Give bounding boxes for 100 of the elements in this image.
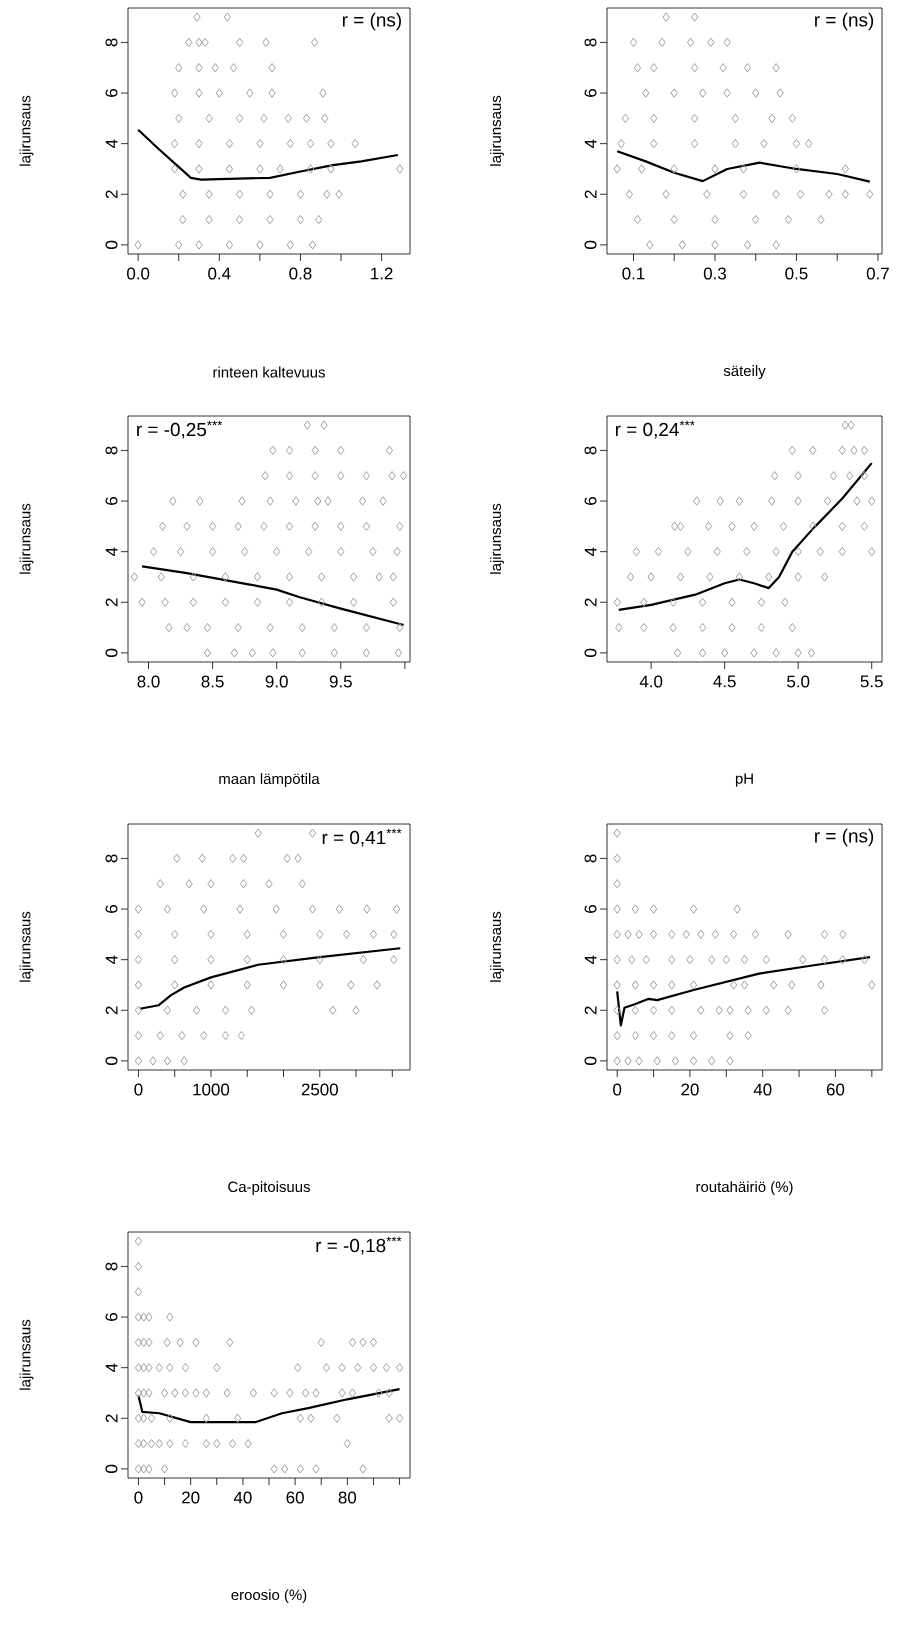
y-tick-label: 2 <box>105 190 118 199</box>
y-tick-label: 0 <box>584 1056 597 1065</box>
point <box>707 37 715 48</box>
point <box>617 138 625 149</box>
point <box>690 113 699 124</box>
y-tick-label: 0 <box>105 240 118 249</box>
x-axis-title: pH <box>735 773 753 787</box>
point <box>699 88 707 98</box>
line-series <box>137 1388 401 1424</box>
x-axis-title: rinteen kaltevuus <box>213 366 325 378</box>
point <box>719 63 727 73</box>
point <box>776 88 784 98</box>
y-tick-label: 6 <box>105 89 118 97</box>
x-tick-label: 60 <box>826 1083 845 1096</box>
y-tick-label: 2 <box>105 1006 118 1015</box>
point <box>670 88 678 98</box>
point <box>678 240 687 250</box>
line-series <box>617 461 873 611</box>
y-axis-title: lajirunsaus <box>490 95 504 166</box>
point <box>642 88 650 98</box>
x-tick-label: 20 <box>681 1083 699 1096</box>
x-tick-label: 0.5 <box>785 267 808 280</box>
y-tick-label: 4 <box>584 547 597 556</box>
point <box>690 12 699 22</box>
point <box>629 37 638 48</box>
annotation: r = (ns) <box>815 828 874 847</box>
annotation: r = 0,41$^{***}$ <box>322 828 402 847</box>
x-tick-label: 4.0 <box>639 675 663 688</box>
point <box>792 138 801 149</box>
point <box>723 88 731 98</box>
line-series <box>141 565 405 627</box>
point <box>752 214 760 225</box>
y-tick-label: 6 <box>584 497 597 505</box>
y-tick-label: 8 <box>105 446 118 455</box>
y-tick-label: 2 <box>584 1006 597 1015</box>
point <box>686 37 695 48</box>
x-tick-label: 0.3 <box>703 267 726 280</box>
point <box>866 189 874 199</box>
x-axis-title: Ca-pitoisuus <box>228 1181 310 1196</box>
x-tick-label: 2500 <box>301 1083 338 1096</box>
x-tick-label: 1000 <box>193 1083 230 1096</box>
point <box>613 164 621 174</box>
point <box>784 214 792 225</box>
y-axis-title: lajirunsaus <box>19 1319 34 1390</box>
x-tick-label: 60 <box>286 1491 304 1504</box>
y-axis-title: lajirunsaus <box>19 911 34 982</box>
point <box>670 214 678 225</box>
point <box>768 113 776 124</box>
x-tick-label: 0.1 <box>622 267 645 280</box>
line-series <box>616 956 872 1027</box>
point <box>621 113 629 124</box>
point <box>646 240 654 250</box>
point <box>625 189 634 199</box>
annotation: r = 0,24$^{***}$ <box>615 420 695 439</box>
x-axis-title: eroosio (%) <box>231 1589 307 1604</box>
y-tick-label: 2 <box>105 1414 118 1423</box>
x-tick-label: 0.4 <box>208 267 231 280</box>
y-tick-label: 4 <box>584 955 597 964</box>
y-tick-label: 6 <box>584 905 597 913</box>
y-tick-label: 6 <box>105 1313 118 1321</box>
point <box>841 189 849 199</box>
x-tick-label: 0.0 <box>127 267 150 280</box>
y-tick-label: 2 <box>584 598 597 607</box>
point <box>650 113 658 124</box>
line-series <box>616 150 871 183</box>
point <box>796 189 805 199</box>
y-axis-title: lajirunsaus <box>490 911 504 982</box>
point <box>633 63 642 73</box>
y-tick-label: 4 <box>105 955 118 964</box>
point <box>817 214 825 225</box>
y-tick-label: 4 <box>105 1363 118 1372</box>
y-tick-label: 8 <box>584 446 597 455</box>
point <box>825 189 833 199</box>
x-tick-label: 8.0 <box>137 675 160 688</box>
point <box>731 113 739 124</box>
point <box>670 164 678 174</box>
y-tick-label: 6 <box>105 497 118 505</box>
y-tick-label: 0 <box>105 1464 118 1473</box>
point <box>841 164 849 174</box>
y-axis-title: lajirunsaus <box>490 503 504 574</box>
point <box>743 240 752 250</box>
y-tick-label: 8 <box>105 38 118 47</box>
point <box>650 63 658 73</box>
point <box>650 138 658 149</box>
point <box>743 63 752 73</box>
x-axis-title: maan lämpötila <box>219 773 320 788</box>
point <box>805 138 813 149</box>
y-tick-label: 6 <box>584 89 597 97</box>
point <box>662 12 670 22</box>
point <box>788 113 797 124</box>
line-series <box>137 128 399 181</box>
y-tick-label: 4 <box>584 139 597 148</box>
point <box>752 88 760 98</box>
point <box>739 164 748 174</box>
point <box>711 214 719 225</box>
y-tick-label: 4 <box>105 139 118 148</box>
x-tick-label: 80 <box>338 1491 357 1504</box>
x-tick-label: 0.7 <box>866 267 889 280</box>
x-tick-label: 1.2 <box>371 267 393 280</box>
annotation: r = -0,18$^{***}$ <box>316 1236 402 1255</box>
